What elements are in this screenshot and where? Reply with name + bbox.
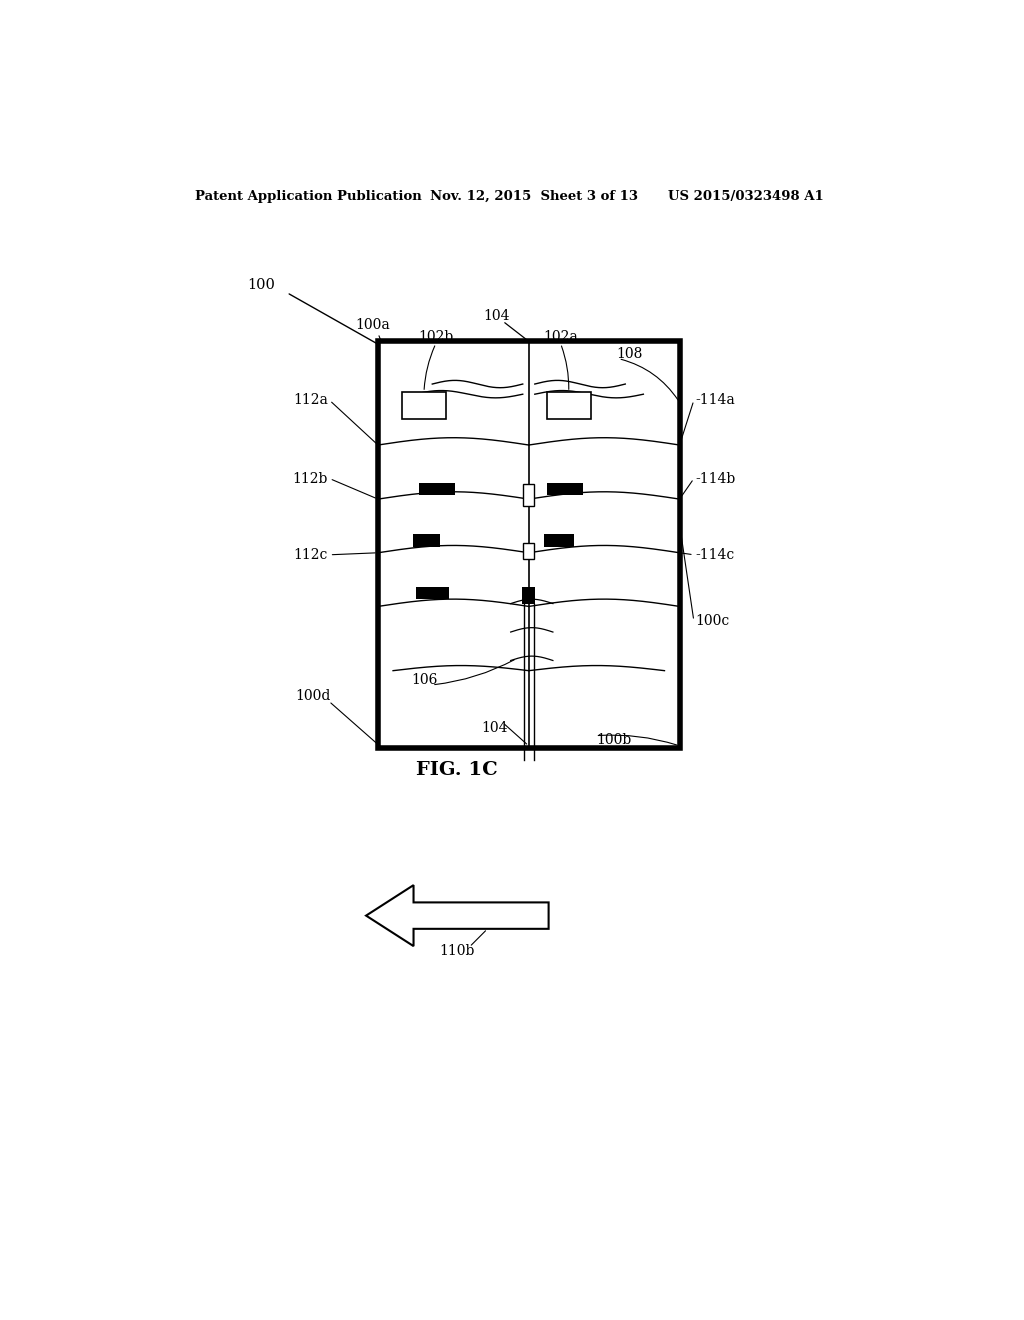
Text: -114b: -114b <box>695 471 735 486</box>
Bar <box>547 392 591 418</box>
Text: FIG. 1C: FIG. 1C <box>417 762 499 779</box>
Text: 100d: 100d <box>295 689 331 704</box>
Bar <box>413 535 439 546</box>
Bar <box>544 535 574 546</box>
Text: 110b: 110b <box>439 944 475 958</box>
Text: 100: 100 <box>248 279 275 293</box>
Text: 100a: 100a <box>355 318 390 333</box>
Text: Nov. 12, 2015  Sheet 3 of 13: Nov. 12, 2015 Sheet 3 of 13 <box>430 190 638 202</box>
Text: -114c: -114c <box>695 548 734 562</box>
Bar <box>416 586 449 599</box>
Text: 100c: 100c <box>695 614 730 628</box>
Text: 104: 104 <box>481 721 508 735</box>
Text: 106: 106 <box>411 673 437 686</box>
Bar <box>419 483 455 495</box>
Bar <box>522 587 536 603</box>
Text: Patent Application Publication: Patent Application Publication <box>196 190 422 202</box>
Text: 112b: 112b <box>293 471 328 486</box>
Bar <box>547 483 583 495</box>
Text: 112c: 112c <box>294 548 328 562</box>
Text: 102b: 102b <box>418 330 454 345</box>
Text: 102a: 102a <box>543 330 578 345</box>
Text: US 2015/0323498 A1: US 2015/0323498 A1 <box>668 190 823 202</box>
Text: 108: 108 <box>616 347 642 360</box>
Text: -114a: -114a <box>695 393 735 408</box>
Bar <box>523 544 535 558</box>
Bar <box>402 392 445 418</box>
Polygon shape <box>367 886 549 946</box>
Bar <box>378 342 680 748</box>
Text: 100b: 100b <box>596 733 632 747</box>
Bar <box>523 483 535 506</box>
Text: 104: 104 <box>483 309 510 323</box>
Text: 112a: 112a <box>293 393 328 408</box>
